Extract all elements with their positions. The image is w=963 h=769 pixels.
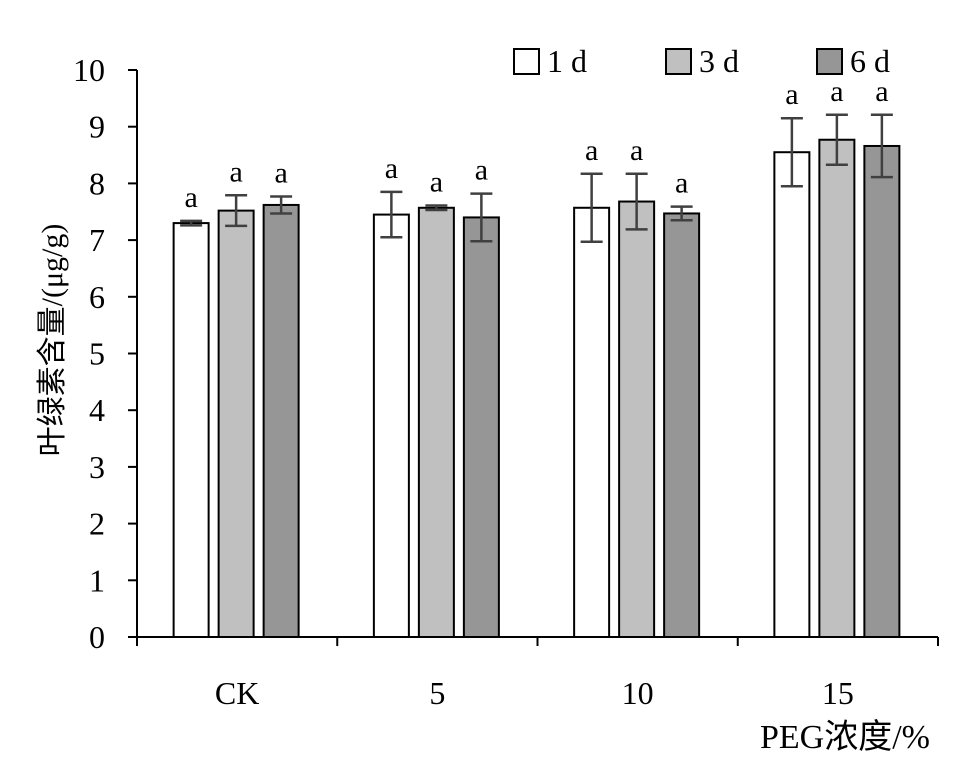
y-tick-label: 7 bbox=[89, 222, 105, 258]
y-tick-label: 4 bbox=[89, 392, 105, 428]
bar bbox=[417, 206, 455, 638]
significance-label: a bbox=[229, 155, 242, 188]
error-bars bbox=[180, 113, 893, 244]
y-tick-label: 3 bbox=[89, 449, 105, 485]
significance-label: a bbox=[830, 75, 843, 108]
y-tick-label: 9 bbox=[89, 109, 105, 145]
bar bbox=[262, 203, 300, 638]
y-tick-label: 8 bbox=[89, 165, 105, 201]
bar bbox=[217, 209, 255, 638]
y-axis: 0 1 2 3 4 5 6 7 8 9 10 bbox=[73, 52, 138, 655]
bar bbox=[372, 213, 410, 639]
bar bbox=[773, 151, 811, 638]
x-tick-label: 15 bbox=[822, 675, 854, 711]
bar bbox=[172, 222, 210, 638]
x-axis-title: PEG浓度/% bbox=[760, 718, 930, 756]
bar bbox=[573, 206, 611, 638]
bar bbox=[462, 216, 500, 638]
significance-label: a bbox=[184, 181, 197, 214]
legend-label: 6 d bbox=[850, 43, 890, 79]
significance-label: a bbox=[875, 75, 888, 108]
bar bbox=[663, 212, 701, 639]
bar bbox=[863, 144, 901, 638]
significance-label: a bbox=[630, 134, 643, 167]
y-tick-label: 0 bbox=[89, 619, 105, 655]
significance-label: a bbox=[585, 134, 598, 167]
y-tick-label: 10 bbox=[73, 52, 105, 88]
x-tick-label: 5 bbox=[429, 675, 445, 711]
legend-swatch bbox=[816, 48, 843, 75]
x-axis: CK 5 10 15 bbox=[136, 636, 939, 711]
x-tick-label: CK bbox=[215, 675, 259, 711]
significance-label: a bbox=[385, 152, 398, 185]
legend: 1 d 3 d 6 d bbox=[513, 43, 890, 79]
significance-labels: aa a a a aa aaa a a bbox=[184, 75, 888, 214]
legend-swatch bbox=[513, 48, 540, 75]
legend-swatch bbox=[665, 48, 692, 75]
y-tick-label: 1 bbox=[89, 562, 105, 598]
legend-label: 3 d bbox=[699, 43, 739, 79]
y-tick-label: 5 bbox=[89, 336, 105, 372]
bar bbox=[818, 138, 856, 638]
y-tick-label: 6 bbox=[89, 279, 105, 315]
bar bbox=[618, 200, 656, 638]
y-tick-label: 2 bbox=[89, 506, 105, 542]
significance-label: a bbox=[785, 78, 798, 111]
significance-label: a bbox=[675, 167, 688, 200]
x-tick-label: 10 bbox=[622, 675, 654, 711]
bars bbox=[172, 138, 901, 639]
legend-label: 1 d bbox=[547, 43, 587, 79]
significance-label: a bbox=[475, 154, 488, 187]
y-axis-title: 叶绿素含量/(μg/g) bbox=[36, 224, 69, 457]
significance-label: a bbox=[430, 166, 443, 199]
significance-label: a bbox=[274, 156, 287, 189]
